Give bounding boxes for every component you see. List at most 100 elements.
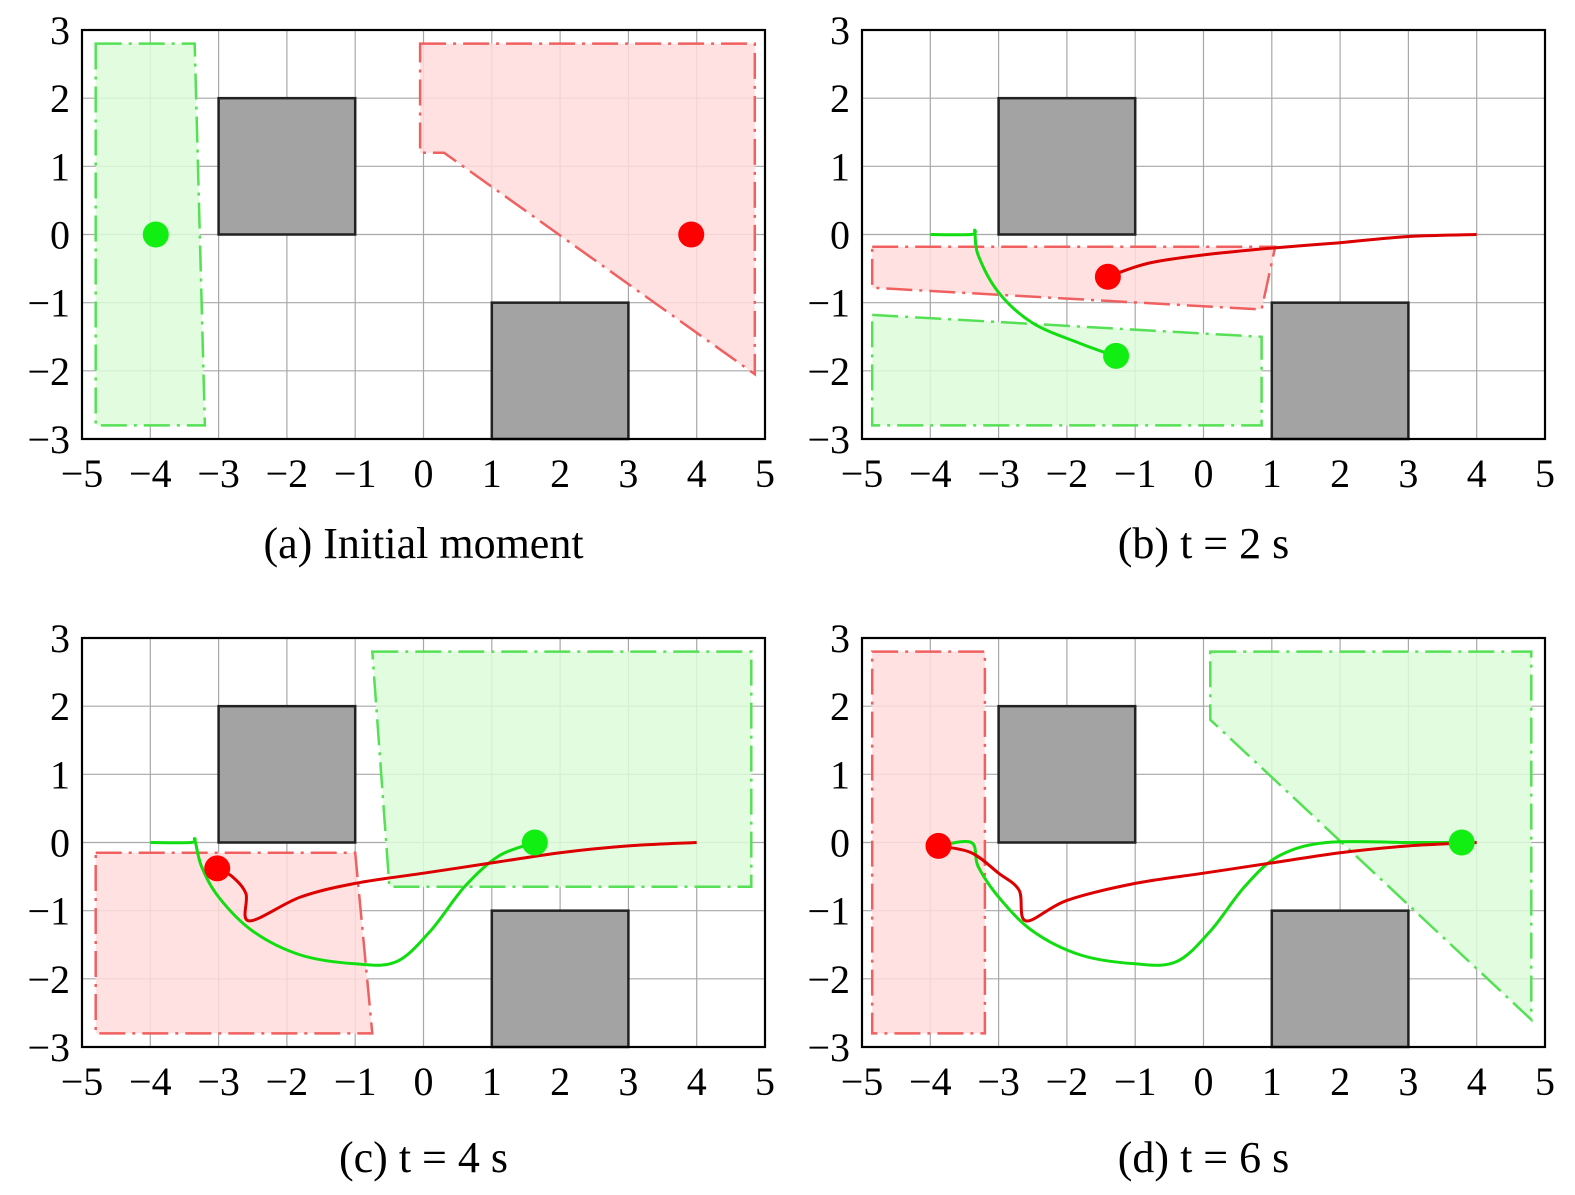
y-tick-label: −2: [807, 957, 850, 1002]
x-tick-label: −2: [266, 1059, 309, 1104]
red-point: [1094, 263, 1121, 290]
x-tick-label: −2: [266, 451, 309, 496]
y-tick-label: 2: [50, 76, 70, 121]
x-tick-label: −1: [1114, 1059, 1157, 1104]
x-tick-label: −4: [129, 451, 172, 496]
plot-frame: [80, 28, 767, 441]
red-region: [418, 42, 757, 377]
x-tick-label: −4: [909, 1059, 952, 1104]
red-trajectory: [1107, 233, 1477, 279]
red-region: [870, 245, 1277, 311]
x-tick-label: 1: [1262, 1059, 1282, 1104]
y-tick-label: −3: [27, 1025, 70, 1070]
x-tick-label: 1: [1262, 451, 1282, 496]
x-tick-label: 1: [482, 1059, 502, 1104]
x-tick-label: 2: [550, 1059, 570, 1104]
y-tick-label: −1: [27, 889, 70, 934]
y-tick-label: 2: [50, 684, 70, 729]
green-point: [1103, 342, 1130, 369]
y-tick-label: 2: [830, 76, 850, 121]
x-tick-label: −5: [61, 451, 104, 496]
x-tick-label: 3: [618, 451, 638, 496]
y-tick-label: −1: [27, 281, 70, 326]
y-tick-label: 0: [50, 213, 70, 258]
obstacle: [217, 96, 357, 236]
panel-c: −5 −4 −3 −2 −1 0 1 2 3 4 5 3 2 1 0 −1 −2 −3 (c) t = 4 s: [27, 616, 775, 1182]
panel-caption: (a) Initial moment: [263, 519, 583, 568]
x-tick-label: −2: [1046, 1059, 1089, 1104]
red-point: [678, 221, 705, 248]
panel-caption: (c) t = 4 s: [339, 1133, 508, 1182]
obstacle: [1270, 301, 1410, 441]
x-tick-label: 5: [1535, 1059, 1555, 1104]
x-tick-label: 3: [618, 1059, 638, 1104]
x-tick-label: 0: [1194, 451, 1214, 496]
y-tick-label: −2: [807, 349, 850, 394]
x-tick-label: −5: [841, 451, 884, 496]
panel-a: −5 −4 −3 −2 −1 0 1 2 3 4 5 3 2 1 0 −1 −2 −3 (a) Initial mo…: [27, 8, 775, 568]
x-tick-label: 2: [1330, 1059, 1350, 1104]
x-tick-label: 1: [482, 451, 502, 496]
x-tick-label: 3: [1398, 451, 1418, 496]
plot-frame: [860, 636, 1547, 1049]
panel-d: −5 −4 −3 −2 −1 0 1 2 3 4 5 3 2 1 0 −1 −2 −3 (d) t = 6 s: [807, 616, 1555, 1182]
y-tick-label: 3: [50, 616, 70, 661]
x-tick-label: −4: [129, 1059, 172, 1104]
green-region: [370, 650, 753, 889]
x-tick-label: 5: [755, 1059, 775, 1104]
x-tick-label: 0: [414, 1059, 434, 1104]
x-tick-label: 4: [687, 1059, 707, 1104]
y-tick-label: 2: [830, 684, 850, 729]
x-tick-label: 4: [687, 451, 707, 496]
green-point: [142, 221, 169, 248]
y-tick-label: 1: [830, 752, 850, 797]
y-tick-label: −1: [807, 281, 850, 326]
red-trajectory: [938, 841, 1477, 923]
y-tick-label: 3: [830, 616, 850, 661]
x-tick-label: 4: [1467, 451, 1487, 496]
y-tick-label: 1: [830, 144, 850, 189]
x-tick-label: −3: [977, 451, 1020, 496]
obstacle: [997, 704, 1137, 844]
green-point: [1448, 829, 1475, 856]
x-tick-label: −3: [197, 451, 240, 496]
y-tick-label: 1: [50, 752, 70, 797]
panel-caption: (d) t = 6 s: [1118, 1133, 1289, 1182]
plot-frame: [80, 636, 767, 1049]
obstacle: [490, 909, 630, 1049]
green-trajectory: [938, 839, 1462, 967]
x-tick-label: 2: [1330, 451, 1350, 496]
x-tick-label: 0: [414, 451, 434, 496]
y-tick-label: 0: [830, 821, 850, 866]
panel-b: −5 −4 −3 −2 −1 0 1 2 3 4 5 3 2 1 0 −1 −2 −3 (b) t = 2 s: [807, 8, 1555, 568]
y-tick-label: 3: [50, 8, 70, 53]
y-tick-label: 3: [830, 8, 850, 53]
panel-caption: (b) t = 2 s: [1118, 519, 1289, 568]
x-tick-label: 3: [1398, 1059, 1418, 1104]
y-tick-label: −1: [807, 889, 850, 934]
y-tick-label: −3: [807, 1025, 850, 1070]
x-tick-label: 4: [1467, 1059, 1487, 1104]
x-tick-label: −3: [197, 1059, 240, 1104]
green-point: [521, 829, 548, 856]
x-tick-label: 5: [755, 451, 775, 496]
green-region: [870, 313, 1263, 427]
x-tick-label: −3: [977, 1059, 1020, 1104]
red-point: [925, 832, 952, 859]
y-tick-label: −3: [807, 417, 850, 462]
obstacle: [1270, 909, 1410, 1049]
y-tick-label: −2: [27, 957, 70, 1002]
x-tick-label: 0: [1194, 1059, 1214, 1104]
x-tick-label: −1: [334, 1059, 377, 1104]
y-tick-label: 0: [50, 821, 70, 866]
x-tick-label: −4: [909, 451, 952, 496]
x-tick-label: 5: [1535, 451, 1555, 496]
green-region: [1209, 650, 1533, 1023]
y-tick-label: 1: [50, 144, 70, 189]
obstacle: [997, 96, 1137, 236]
x-tick-label: −5: [61, 1059, 104, 1104]
x-tick-label: −2: [1046, 451, 1089, 496]
y-tick-label: −3: [27, 417, 70, 462]
green-trajectory: [150, 836, 536, 967]
